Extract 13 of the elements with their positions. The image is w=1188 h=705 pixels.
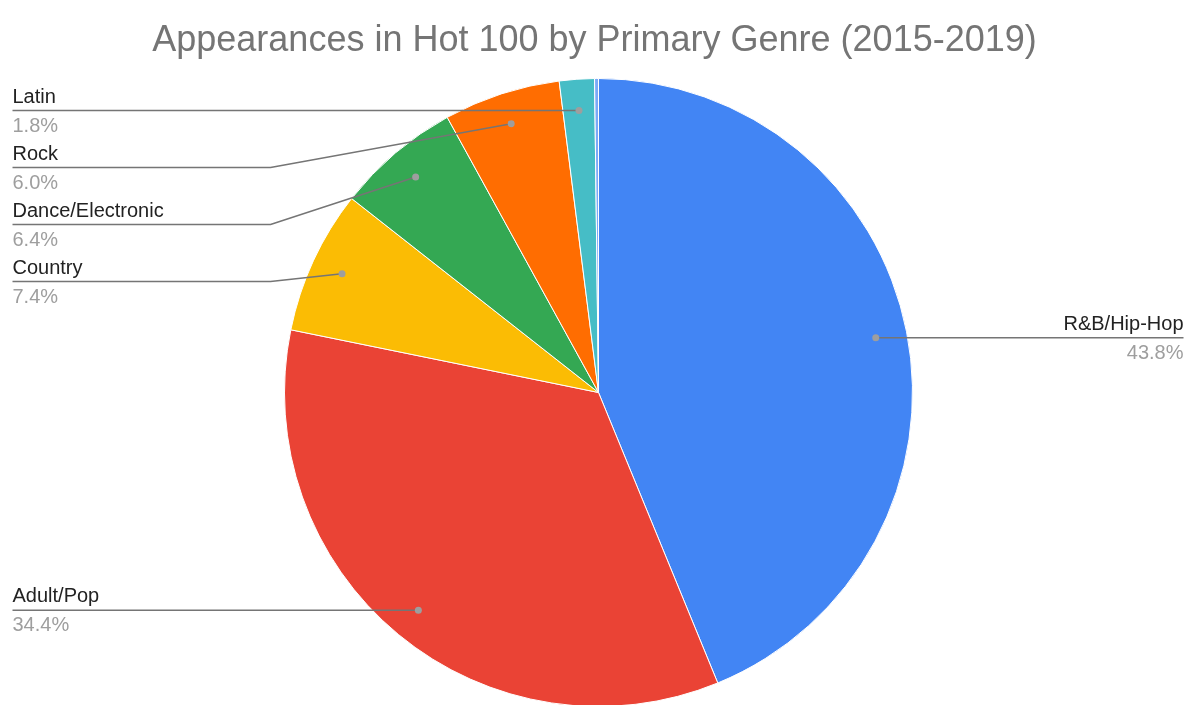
- data-label: 43.8%: [1126, 340, 1184, 363]
- slice-label: R&B/Hip-Hop: [1063, 311, 1184, 334]
- data-label: 6.0%: [12, 170, 59, 193]
- chart-title: Appearances in Hot 100 by Primary Genre (2015-2019): [152, 18, 1037, 59]
- data-label: 6.4%: [12, 227, 59, 250]
- data-label: 7.4%: [12, 284, 59, 307]
- slice-label: Country: [12, 255, 83, 278]
- slice-label: Rock: [12, 141, 60, 164]
- slice-label: Adult/Pop: [12, 584, 100, 607]
- slice-label: Latin: [12, 84, 56, 107]
- data-label: 34.4%: [12, 613, 70, 636]
- slice-label: Dance/Electronic: [12, 198, 164, 221]
- data-label: 1.8%: [12, 113, 59, 136]
